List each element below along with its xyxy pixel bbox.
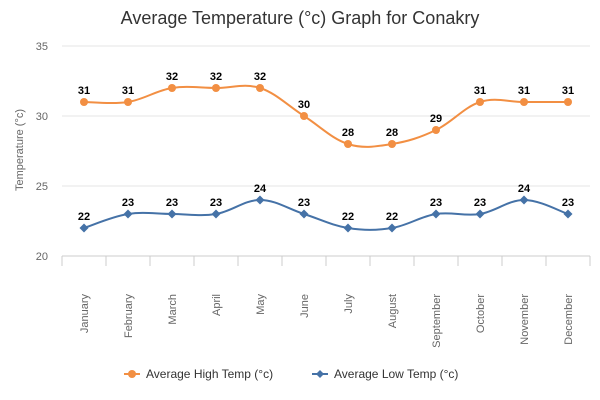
data-label: 31 <box>78 85 90 97</box>
data-point-low[interactable] <box>519 195 529 205</box>
x-tick-label: April <box>211 294 223 316</box>
data-point-low[interactable] <box>123 209 133 219</box>
legend-label: Average Low Temp (°c) <box>334 367 458 381</box>
data-label: 23 <box>430 197 442 209</box>
data-labels-layer: 31 31 32 32 32 30 28 28 29 31 31 31 22 23 23 23 24 23 22 22… <box>78 71 574 223</box>
x-tick-label: August <box>387 294 399 328</box>
data-label: 23 <box>166 197 178 209</box>
data-point-low[interactable] <box>475 209 485 219</box>
data-label: 31 <box>122 85 134 97</box>
data-label: 24 <box>518 183 531 195</box>
data-label: 29 <box>430 113 442 125</box>
data-point-high[interactable] <box>124 98 132 106</box>
data-point-high[interactable] <box>564 98 572 106</box>
legend-diamond-marker <box>316 370 324 378</box>
data-label: 23 <box>122 197 134 209</box>
x-tick-label: October <box>475 294 487 333</box>
data-point-low[interactable] <box>431 209 441 219</box>
data-point-high[interactable] <box>476 98 484 106</box>
series-layer <box>79 84 573 233</box>
y-tick-label: 35 <box>36 41 48 53</box>
legend-item-low[interactable]: Average Low Temp (°c) <box>312 367 458 381</box>
y-tick-label: 30 <box>36 111 48 123</box>
data-point-low[interactable] <box>343 223 353 233</box>
x-tick-label: March <box>167 294 179 325</box>
data-point-low[interactable] <box>167 209 177 219</box>
y-tick-label: 25 <box>36 181 48 193</box>
data-label: 23 <box>474 197 486 209</box>
data-label: 31 <box>474 85 486 97</box>
data-point-high[interactable] <box>212 84 220 92</box>
x-tick-label: September <box>431 294 443 348</box>
x-tick-label: January <box>79 294 91 334</box>
y-tick-label: 20 <box>36 251 48 263</box>
legend-item-high[interactable]: Average High Temp (°c) <box>124 367 273 381</box>
y-axis-title: Temperature (°c) <box>14 109 26 191</box>
x-tick-label: November <box>519 294 531 345</box>
data-point-high[interactable] <box>256 84 264 92</box>
data-label: 31 <box>518 85 530 97</box>
data-label: 24 <box>254 183 267 195</box>
grid-lines <box>62 45 590 187</box>
legend[interactable]: Average High Temp (°c) Average Low Temp (… <box>124 367 458 381</box>
data-label: 22 <box>386 211 398 223</box>
x-tick-label: February <box>123 294 135 339</box>
data-label: 28 <box>342 127 354 139</box>
data-label: 28 <box>386 127 398 139</box>
data-point-high[interactable] <box>432 126 440 134</box>
data-point-low[interactable] <box>255 195 265 205</box>
data-label: 23 <box>562 197 574 209</box>
data-point-low[interactable] <box>387 223 397 233</box>
x-axis: January February March April May June July Augu… <box>61 255 591 348</box>
data-point-low[interactable] <box>79 223 89 233</box>
data-point-high[interactable] <box>168 84 176 92</box>
data-label: 22 <box>342 211 354 223</box>
series-line-low <box>83 198 569 231</box>
data-label: 22 <box>78 211 90 223</box>
data-label: 30 <box>298 99 310 111</box>
x-tick-label: June <box>299 294 311 318</box>
legend-label: Average High Temp (°c) <box>146 367 273 381</box>
data-point-low[interactable] <box>563 209 573 219</box>
data-point-low[interactable] <box>211 209 221 219</box>
data-label: 23 <box>210 197 222 209</box>
data-label: 32 <box>254 71 266 83</box>
data-label: 23 <box>298 197 310 209</box>
legend-circle-marker <box>128 370 136 378</box>
data-point-high[interactable] <box>344 140 352 148</box>
data-label: 32 <box>166 71 178 83</box>
data-label: 32 <box>210 71 222 83</box>
data-label: 31 <box>562 85 574 97</box>
x-tick-label: May <box>255 294 267 315</box>
x-tick-label: December <box>563 294 575 345</box>
data-point-high[interactable] <box>520 98 528 106</box>
data-point-high[interactable] <box>300 112 308 120</box>
chart-title: Average Temperature (°c) Graph for Conak… <box>121 8 480 28</box>
data-point-high[interactable] <box>80 98 88 106</box>
x-tick-label: July <box>343 294 355 314</box>
data-point-low[interactable] <box>299 209 309 219</box>
y-axis-ticks: 20 25 30 35 <box>36 41 48 263</box>
data-point-high[interactable] <box>388 140 396 148</box>
